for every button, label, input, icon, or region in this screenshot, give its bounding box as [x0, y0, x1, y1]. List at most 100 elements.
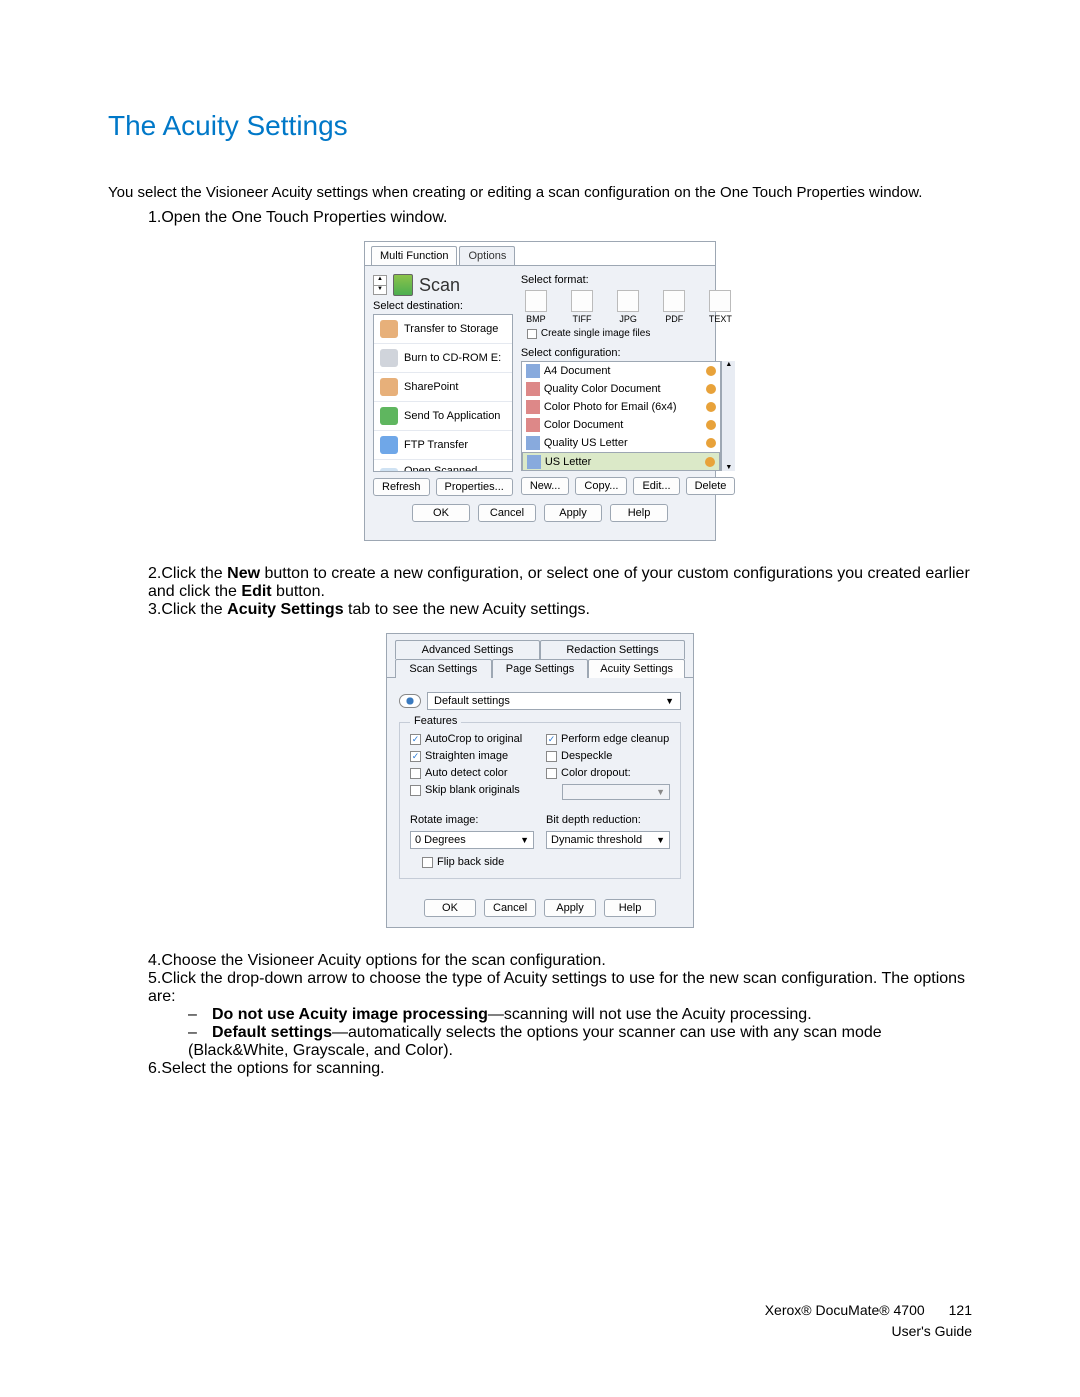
destination-icon [380, 436, 398, 454]
step-5b-bold: Default settings [212, 1024, 332, 1041]
format-item[interactable]: JPG [613, 290, 643, 324]
feature-checkbox-row: Straighten image [410, 750, 534, 762]
format-label: PDF [665, 314, 683, 324]
gear-icon [706, 384, 716, 394]
feature-checkbox-row: Color dropout: [546, 767, 670, 779]
gear-icon [706, 420, 716, 430]
checkbox[interactable] [546, 768, 557, 779]
step-5-text: Click the drop-down arrow to choose the … [148, 970, 965, 1005]
checkbox[interactable] [410, 785, 421, 796]
step-3-end: tab to see the new Acuity settings. [344, 601, 590, 618]
config-icon [527, 455, 541, 469]
step-5: 5.Click the drop-down arrow to choose th… [148, 970, 972, 1006]
tab-page-settings[interactable]: Page Settings [492, 659, 589, 678]
checkbox[interactable] [410, 734, 421, 745]
destination-item[interactable]: Send To Application [374, 402, 512, 431]
tab-scan-settings[interactable]: Scan Settings [395, 659, 492, 678]
checkbox[interactable] [546, 734, 557, 745]
format-item[interactable]: PDF [659, 290, 689, 324]
cancel-button[interactable]: Cancel [478, 504, 536, 522]
rotate-select[interactable]: 0 Degrees▼ [410, 831, 534, 849]
format-item[interactable]: TEXT [705, 290, 735, 324]
config-item[interactable]: Color Photo for Email (6x4) [522, 398, 721, 416]
checkbox[interactable] [410, 751, 421, 762]
acuity-help-button[interactable]: Help [604, 899, 656, 917]
acuity-window: Advanced Settings Redaction Settings Sca… [386, 633, 694, 928]
refresh-button[interactable]: Refresh [373, 478, 430, 496]
bitdepth-select[interactable]: Dynamic threshold▼ [546, 831, 670, 849]
config-item[interactable]: A4 Document [522, 362, 721, 380]
create-single-checkbox[interactable] [527, 329, 537, 339]
step-1: 1.Open the One Touch Properties window. [148, 209, 972, 227]
page-footer: Xerox® DocuMate® 4700121 User's Guide [765, 1300, 972, 1341]
tab-options[interactable]: Options [459, 246, 515, 265]
ok-button[interactable]: OK [412, 504, 470, 522]
tab-redaction-settings[interactable]: Redaction Settings [540, 640, 685, 659]
config-item[interactable]: Color Document [522, 416, 721, 434]
destination-item[interactable]: Burn to CD-ROM E: [374, 344, 512, 373]
acuity-apply-button[interactable]: Apply [544, 899, 596, 917]
tab-acuity-settings[interactable]: Acuity Settings [588, 659, 685, 678]
format-label: TIFF [572, 314, 591, 324]
flip-checkbox[interactable] [422, 857, 433, 868]
color-dropout-select: ▼ [562, 784, 670, 800]
gear-icon [706, 402, 716, 412]
format-label: BMP [526, 314, 546, 324]
format-icon [617, 290, 639, 312]
checkbox[interactable] [410, 768, 421, 779]
new-button[interactable]: New... [521, 477, 570, 495]
config-label: Quality US Letter [544, 437, 628, 449]
gear-icon [706, 438, 716, 448]
step-2-bold2: Edit [241, 583, 271, 600]
step-6: 6.Select the options for scanning. [148, 1060, 972, 1078]
copy-button[interactable]: Copy... [575, 477, 627, 495]
config-label: Color Document [544, 419, 623, 431]
config-label: Quality Color Document [544, 383, 661, 395]
format-item[interactable]: BMP [521, 290, 551, 324]
checkbox-label: Skip blank originals [425, 784, 520, 796]
feature-checkbox-row: Skip blank originals [410, 784, 534, 796]
acuity-icon [399, 694, 421, 708]
delete-button[interactable]: Delete [686, 477, 736, 495]
properties-button[interactable]: Properties... [436, 478, 513, 496]
config-label: Color Photo for Email (6x4) [544, 401, 677, 413]
checkbox-label: Perform edge cleanup [561, 733, 669, 745]
config-item[interactable]: Quality Color Document [522, 380, 721, 398]
destination-list[interactable]: Transfer to StorageBurn to CD-ROM E:Shar… [373, 314, 513, 472]
acuity-ok-button[interactable]: OK [424, 899, 476, 917]
acuity-type-value: Default settings [434, 695, 510, 707]
bitdepth-value: Dynamic threshold [551, 834, 642, 846]
config-icon [526, 436, 540, 450]
format-icon [571, 290, 593, 312]
destination-icon [380, 378, 398, 396]
step-1-text: Open the One Touch Properties window. [161, 209, 447, 226]
edit-button[interactable]: Edit... [633, 477, 679, 495]
config-item[interactable]: Quality US Letter [522, 434, 721, 452]
format-item[interactable]: TIFF [567, 290, 597, 324]
help-button[interactable]: Help [610, 504, 668, 522]
acuity-type-dropdown[interactable]: Default settings▼ [427, 692, 681, 710]
destination-icon [380, 407, 398, 425]
feature-checkbox-row: AutoCrop to original [410, 733, 534, 745]
destination-item[interactable]: Transfer to Storage [374, 315, 512, 344]
scan-title: Scan [419, 275, 460, 296]
acuity-cancel-button[interactable]: Cancel [484, 899, 536, 917]
tab-multifunction[interactable]: Multi Function [371, 246, 457, 265]
bitdepth-label: Bit depth reduction: [546, 814, 670, 826]
destination-item[interactable]: Open Scanned Document(s) [374, 460, 512, 472]
apply-button[interactable]: Apply [544, 504, 602, 522]
step-5a: –Do not use Acuity image processing—scan… [148, 1006, 972, 1024]
checkbox[interactable] [546, 751, 557, 762]
scan-stepper[interactable]: ▲▼ [373, 275, 387, 295]
config-label: A4 Document [544, 365, 611, 377]
tab-advanced-settings[interactable]: Advanced Settings [395, 640, 540, 659]
destination-item[interactable]: SharePoint [374, 373, 512, 402]
config-scrollbar[interactable]: ▲▼ [721, 361, 735, 471]
config-icon [526, 382, 540, 396]
checkbox-label: Despeckle [561, 750, 612, 762]
destination-item[interactable]: FTP Transfer [374, 431, 512, 460]
config-list[interactable]: A4 Document Quality Color Document Color P… [521, 361, 722, 471]
rotate-label: Rotate image: [410, 814, 534, 826]
config-item[interactable]: US Letter [522, 452, 721, 471]
checkbox-label: Straighten image [425, 750, 508, 762]
